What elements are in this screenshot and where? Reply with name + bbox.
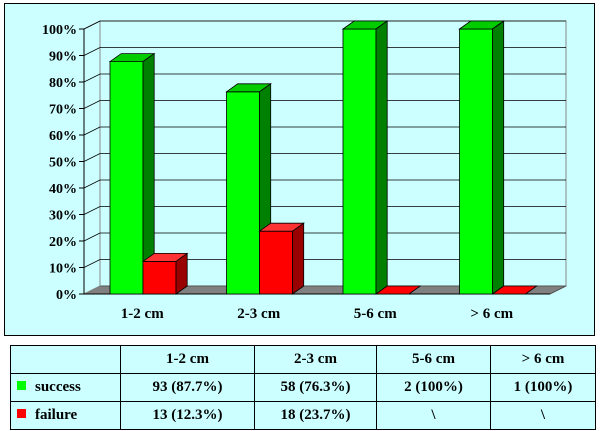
data-table: 1-2 cm 2-3 cm 5-6 cm > 6 cm success 93 (… — [10, 345, 596, 430]
legend-swatch-success — [17, 381, 26, 390]
gridline — [83, 206, 566, 215]
gridline — [83, 73, 566, 83]
x-category-label: 1-2 cm — [121, 306, 164, 322]
bar-success — [109, 61, 144, 295]
row-label-failure: failure — [10, 401, 121, 430]
table-cell: \ — [376, 401, 491, 430]
y-tick-label: 0% — [56, 288, 77, 303]
bar-success — [459, 28, 493, 295]
table-cell: 58 (76.3%) — [254, 373, 377, 402]
header-cell: 5-6 cm — [376, 345, 491, 374]
y-tick-label: 90% — [49, 50, 77, 65]
table-row-failure: failure 13 (12.3%) 18 (23.7%) \ \ — [10, 401, 596, 430]
gridline — [83, 153, 566, 162]
y-tick-label: 100% — [42, 23, 77, 38]
table-header-row: 1-2 cm 2-3 cm 5-6 cm > 6 cm — [10, 345, 596, 374]
table-cell: 2 (100%) — [376, 373, 491, 402]
bar-failure — [374, 285, 422, 295]
gridline — [83, 20, 566, 30]
row-label-success: success — [10, 373, 121, 402]
header-cell — [10, 345, 121, 374]
x-category-label: 5-6 cm — [354, 306, 397, 322]
gridline — [83, 259, 566, 268]
y-tick-label: 80% — [49, 76, 77, 91]
table-cell: 18 (23.7%) — [254, 401, 377, 430]
y-tick-label: 70% — [49, 103, 77, 118]
bar-failure — [491, 285, 538, 295]
x-category-label: 2-3 cm — [237, 306, 280, 322]
gridline — [83, 179, 566, 189]
bar-side-failure — [175, 252, 188, 295]
table-cell: \ — [490, 401, 596, 430]
header-cell: 1-2 cm — [120, 345, 255, 374]
bar-side-success — [492, 20, 505, 295]
bar-failure — [259, 230, 293, 295]
row-label-text: success — [35, 379, 81, 395]
header-cell: 2-3 cm — [254, 345, 377, 374]
bar-side-success — [375, 20, 388, 295]
y-tick-label: 50% — [49, 156, 77, 171]
table-cell: 93 (87.7%) — [120, 373, 255, 402]
chart-panel: 0% 10% 20% 30% 40% 50% 60% 70% 80% 90% 100% 1-2 cm 2… — [4, 3, 595, 336]
bar-side-failure — [292, 222, 305, 295]
y-tick-label: 10% — [49, 262, 77, 277]
header-cell: > 6 cm — [490, 345, 596, 374]
bar-chart: 0% 10% 20% 30% 40% 50% 60% 70% 80% 90% 100% 1-2 cm 2… — [42, 20, 567, 322]
table-cell: 13 (12.3%) — [120, 401, 255, 430]
x-category-label: > 6 cm — [470, 306, 513, 322]
gridline — [83, 126, 566, 136]
gridline — [83, 232, 566, 242]
y-tick-label: 20% — [49, 235, 77, 250]
legend-swatch-failure — [17, 409, 26, 418]
y-tick-label: 60% — [49, 129, 77, 144]
bar-success — [226, 91, 260, 295]
bar-success — [342, 28, 377, 295]
table-cell: 1 (100%) — [490, 373, 596, 402]
gridline — [83, 47, 566, 56]
y-tick-label: 30% — [49, 209, 77, 224]
gridline — [83, 100, 566, 109]
bar-failure — [142, 261, 177, 295]
row-label-text: failure — [35, 407, 78, 423]
y-tick-label: 40% — [49, 182, 77, 197]
table-row-success: success 93 (87.7%) 58 (76.3%) 2 (100%) 1… — [10, 373, 596, 402]
